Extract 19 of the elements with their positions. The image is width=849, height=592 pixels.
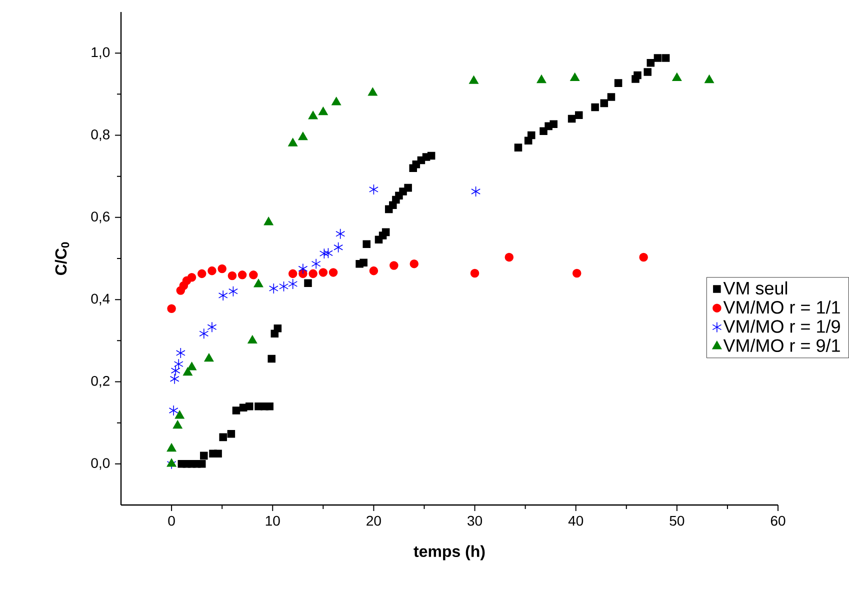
x-tick-label: 0: [168, 516, 175, 526]
x-tick-label: 10: [266, 516, 280, 526]
x-tick-label: 60: [770, 516, 786, 526]
y-tick-label: 0,4: [91, 294, 110, 306]
x-tick-label: 40: [568, 516, 584, 526]
y-tick-label: 0,8: [91, 129, 110, 142]
legend-label: VM seul: [723, 281, 788, 295]
y-tick-label: 0,2: [91, 376, 110, 388]
y-tick-label: 0,6: [91, 212, 110, 224]
legend-label: VM/MO r = 9/1: [723, 338, 840, 352]
y-tick-label: 0,0: [91, 458, 110, 470]
y-axis-title: C/C$_{0}$: [54, 242, 70, 275]
legend-label: VM/MO r = 1/1: [723, 300, 840, 314]
x-axis-title: temps (h): [414, 545, 485, 560]
y-tick-label: 1,0: [92, 47, 110, 59]
x-tick-label: 50: [670, 516, 684, 526]
x-tick-label: 20: [366, 516, 381, 526]
x-tick-label: 30: [468, 516, 482, 526]
legend-label: VM/MO r = 1/9: [723, 320, 840, 333]
